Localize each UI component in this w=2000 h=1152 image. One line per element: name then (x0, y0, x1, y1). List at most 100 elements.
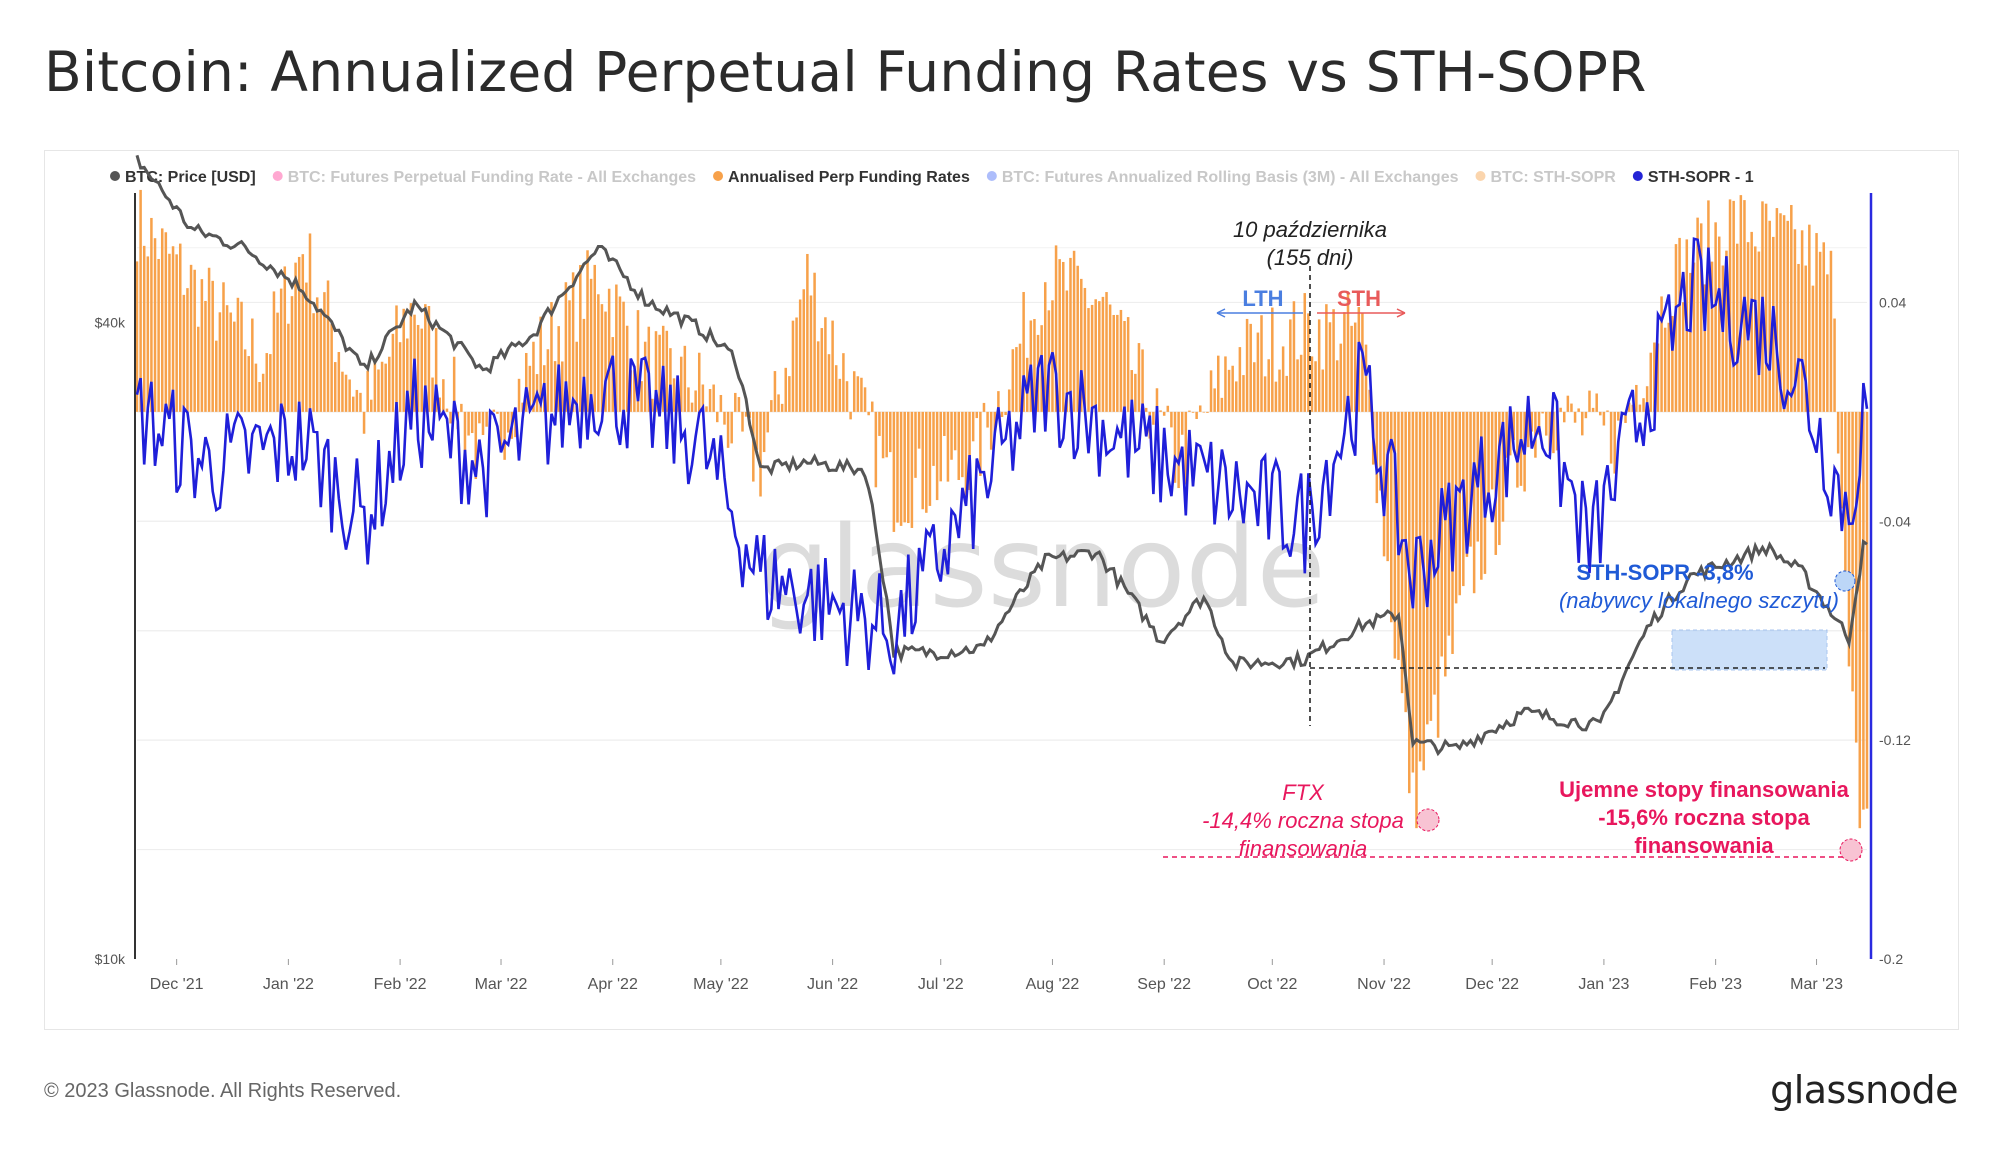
funding-bar (315, 297, 319, 412)
funding-bar (964, 411, 968, 506)
funding-bar (247, 356, 250, 412)
funding-bar (892, 411, 896, 532)
funding-bar (690, 402, 694, 412)
funding-bar (1119, 309, 1123, 412)
funding-bar (1166, 405, 1170, 412)
ftx-annotation-2: -14,4% roczna stopa (1202, 808, 1404, 833)
funding-bar (1292, 301, 1296, 412)
funding-bar (1472, 411, 1476, 594)
funding-bar (1004, 411, 1007, 416)
funding-bar (1505, 411, 1508, 458)
funding-bar (539, 316, 542, 412)
funding-bar (889, 411, 892, 453)
ftx-annotation-1: FTX (1282, 780, 1325, 805)
funding-bar (1418, 411, 1422, 762)
funding-bar (1775, 208, 1779, 412)
funding-bar (737, 397, 741, 412)
funding-bar (802, 289, 806, 412)
legend-label: Annualised Perp Funding Rates (728, 169, 970, 186)
funding-bar (1735, 243, 1739, 412)
funding-bar (820, 328, 824, 412)
legend-swatch (986, 171, 997, 181)
funding-bar (1043, 282, 1047, 412)
funding-bar (1588, 390, 1591, 412)
funding-bar (607, 288, 611, 412)
funding-bar (312, 313, 315, 412)
funding-bar (845, 381, 849, 412)
funding-bar (600, 304, 604, 412)
funding-bar (254, 363, 258, 412)
funding-bar (961, 411, 964, 478)
funding-bar (1368, 389, 1371, 412)
funding-bar (391, 333, 395, 412)
funding-bar (485, 411, 488, 427)
funding-bar (380, 361, 384, 412)
funding-bar (1123, 320, 1126, 412)
funding-bar (773, 371, 777, 412)
funding-bar (997, 391, 1000, 412)
sopr-annotation: STH-SOPR -3,8% (1576, 560, 1753, 585)
legend-label: BTC: Price [USD] (125, 169, 256, 186)
sth-arrow-head (1396, 308, 1406, 318)
funding-bar (935, 411, 939, 501)
funding-bar (809, 295, 813, 412)
funding-bar (1393, 411, 1397, 659)
funding-bar (506, 411, 510, 433)
funding-bar (1490, 411, 1494, 490)
funding-bar (160, 228, 164, 412)
funding-bar (348, 379, 351, 412)
funding-bar (1144, 407, 1148, 412)
funding-bar (197, 326, 200, 412)
funding-bar (860, 377, 863, 412)
funding-bar (445, 408, 449, 412)
funding-bar (633, 370, 636, 412)
funding-bar (957, 411, 961, 481)
funding-bar (1177, 411, 1180, 489)
x-tick-label: Mar '23 (1790, 976, 1843, 993)
funding-bar (1159, 410, 1162, 412)
funding-bar (261, 373, 265, 412)
funding-bar (1548, 411, 1552, 451)
funding-bar (1249, 323, 1252, 412)
funding-bar (1278, 369, 1281, 412)
funding-bar (1289, 319, 1292, 412)
funding-bar (1137, 343, 1141, 412)
funding-bar (1854, 411, 1858, 743)
funding-bar (1307, 313, 1310, 412)
funding-bar (178, 243, 182, 412)
funding-bar (925, 411, 928, 513)
ftx-marker (1416, 808, 1440, 832)
funding-bar (1220, 397, 1224, 412)
funding-bar (1188, 410, 1191, 412)
funding-bar (344, 374, 348, 412)
funding-bar (528, 365, 532, 412)
funding-bar (279, 288, 283, 412)
funding-bar (762, 411, 766, 453)
funding-bar (1447, 411, 1451, 636)
negative-funding-annotation-2: -15,6% roczna stopa (1598, 805, 1810, 830)
funding-bar (1162, 411, 1166, 416)
funding-bar (1361, 313, 1364, 412)
funding-bar (834, 365, 838, 412)
funding-bar (1671, 315, 1674, 412)
funding-bar (171, 246, 175, 412)
funding-bar (870, 401, 874, 412)
funding-bar (622, 301, 625, 412)
funding-bar (1271, 307, 1274, 412)
funding-bar (416, 324, 420, 412)
funding-bar (1112, 314, 1115, 412)
legend-label: BTC: STH-SOPR (1490, 169, 1616, 186)
funding-bar (618, 296, 622, 412)
right-tick-label: -0.12 (1879, 732, 1911, 748)
legend-item: BTC: STH-SOPR (1475, 169, 1616, 186)
funding-bar (1573, 411, 1577, 423)
funding-bar (849, 411, 852, 420)
funding-bar (1299, 354, 1303, 412)
funding-bar (1501, 411, 1505, 522)
funding-bar (1350, 325, 1353, 412)
funding-bar (333, 362, 337, 412)
funding-bar (1645, 386, 1649, 412)
funding-bar (1404, 411, 1407, 713)
legend-swatch (272, 171, 283, 181)
legend-swatch (1475, 171, 1486, 181)
